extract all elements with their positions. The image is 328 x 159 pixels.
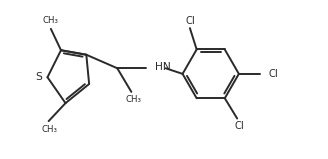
Text: CH₃: CH₃	[126, 95, 142, 104]
Text: S: S	[35, 72, 42, 82]
Text: Cl: Cl	[268, 69, 278, 79]
Text: CH₃: CH₃	[42, 17, 58, 25]
Text: Cl: Cl	[185, 16, 195, 26]
Text: CH₃: CH₃	[42, 124, 58, 134]
Text: HN: HN	[155, 62, 171, 72]
Text: Cl: Cl	[235, 121, 244, 131]
